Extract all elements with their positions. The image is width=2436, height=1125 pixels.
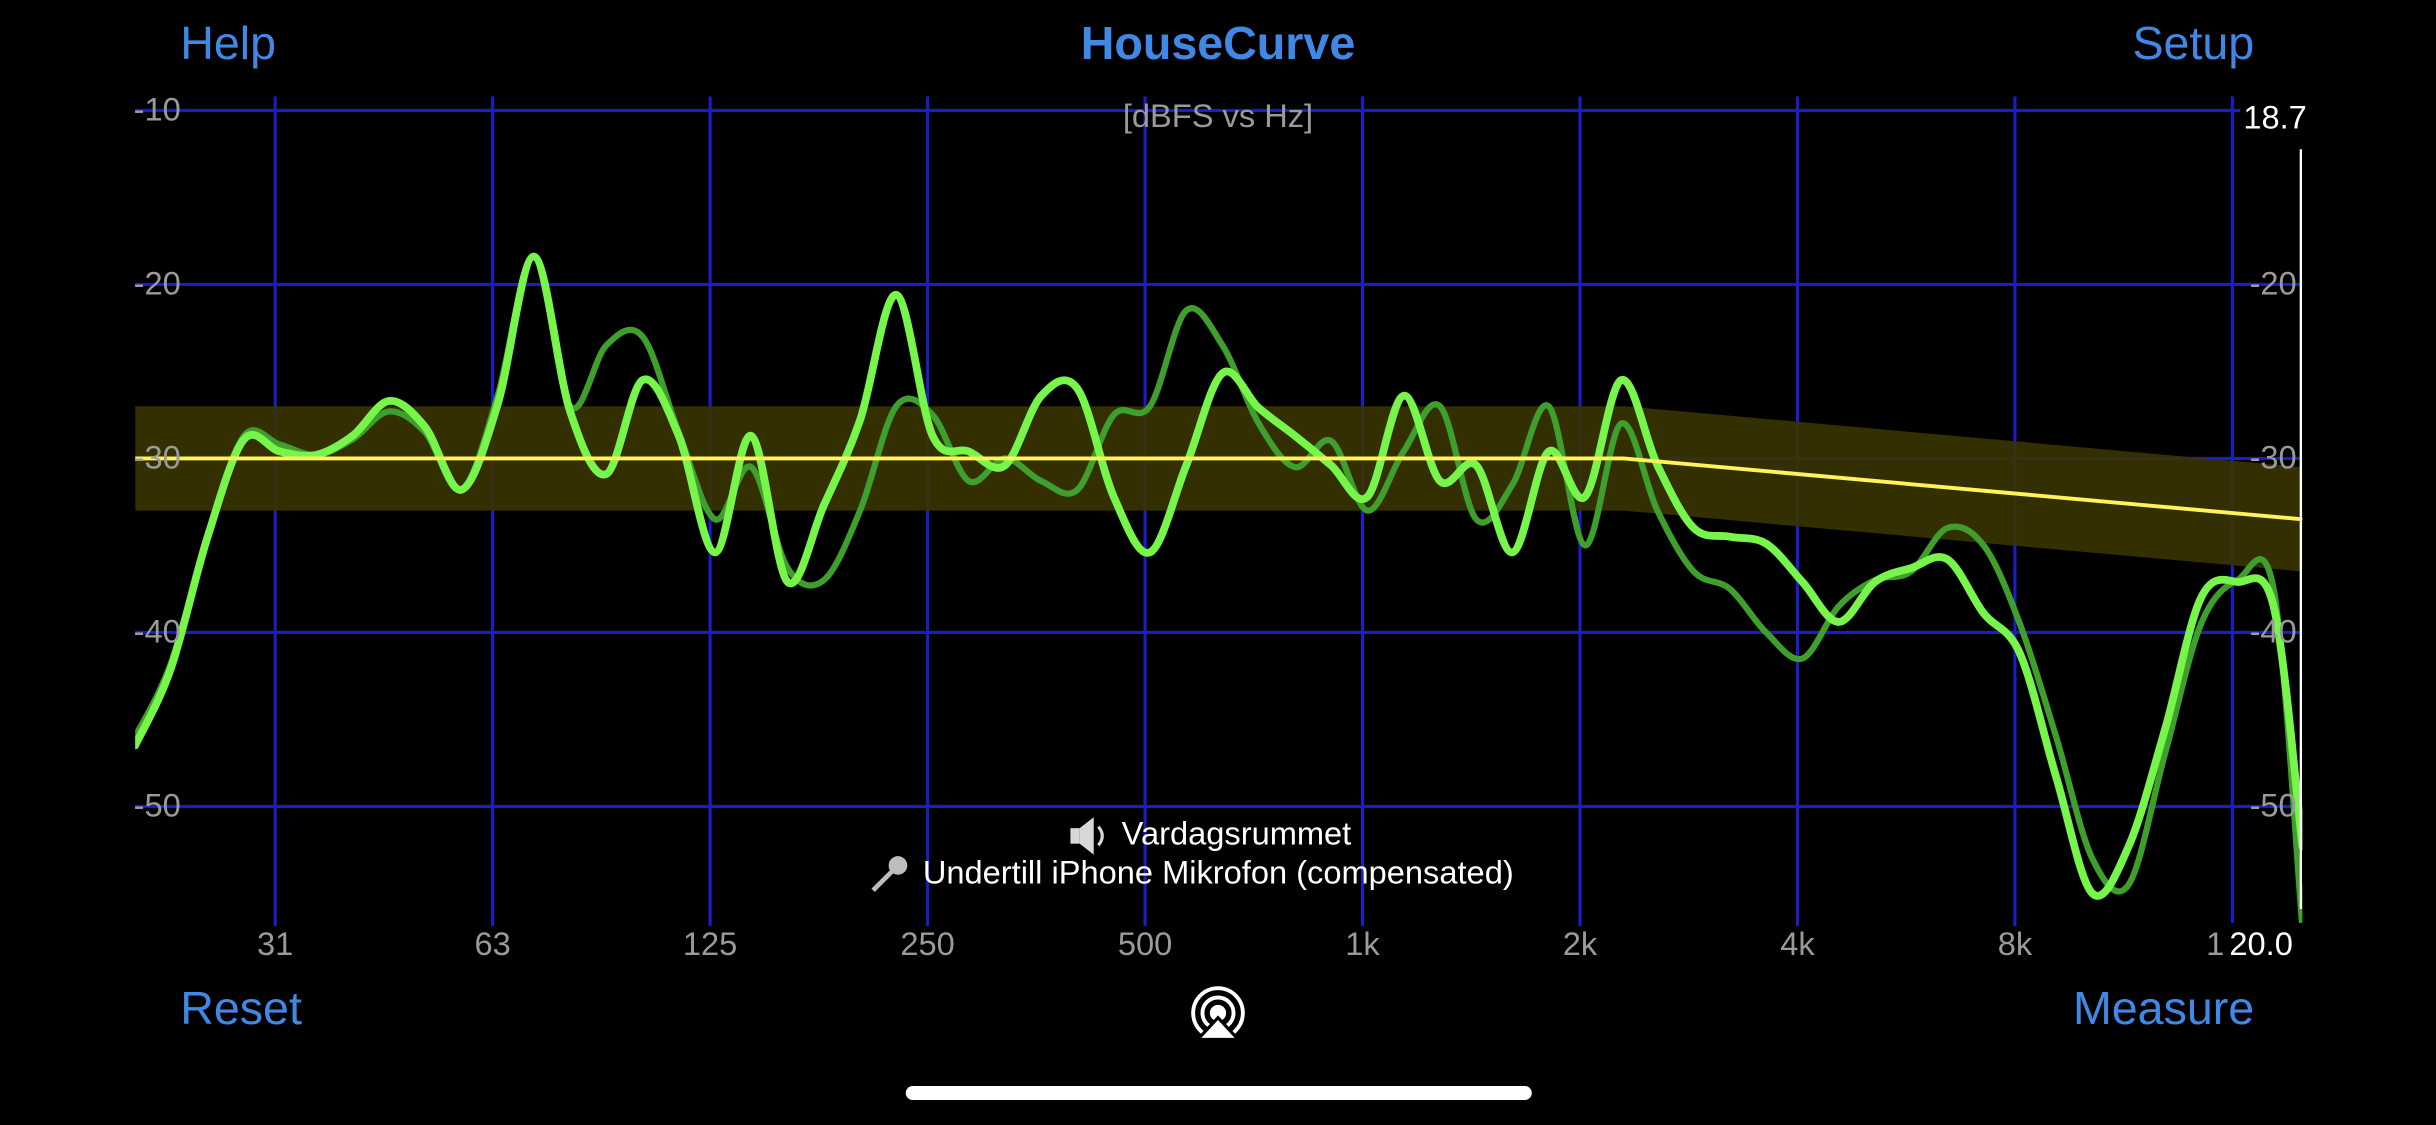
speaker-icon	[1070, 817, 1104, 855]
x-tick-label: 125	[683, 925, 737, 962]
help-button[interactable]: Help	[180, 17, 276, 69]
x-tick-label: 2k	[1563, 925, 1598, 962]
y2-tick-label: -20	[2250, 265, 2297, 302]
y-tick-label: -10	[134, 91, 181, 128]
home-indicator	[905, 1086, 1532, 1101]
microphone-label: Undertill iPhone Mikrofon (compensated)	[923, 853, 1514, 890]
x-tick-label: 63	[475, 925, 511, 962]
readout-top: 18.7	[2243, 98, 2306, 135]
y-tick-label: -50	[134, 787, 181, 824]
chart-subtitle: [dBFS vs Hz]	[1123, 97, 1313, 134]
y-tick-label: -20	[134, 265, 181, 302]
y2-tick-label: -30	[2250, 439, 2297, 476]
x-tick-label: 1k	[1345, 925, 1380, 962]
x-tick-label: 500	[1118, 925, 1172, 962]
y2-tick-label: -50	[2250, 787, 2297, 824]
reset-button[interactable]: Reset	[180, 982, 302, 1034]
measurement-line	[135, 252, 2303, 900]
app-title: HouseCurve	[1081, 17, 1355, 69]
plot-area	[135, 252, 2303, 932]
speaker-label: Vardagsrummet	[1122, 815, 1352, 852]
x-tick-label: 4k	[1780, 925, 1815, 962]
measure-button[interactable]: Measure	[2073, 982, 2254, 1034]
x-tick-label: 31	[257, 925, 293, 962]
target-band	[135, 406, 2303, 572]
target-line	[135, 456, 2303, 522]
readout-background	[2240, 96, 2303, 140]
y-tick-label: -40	[134, 613, 181, 650]
readout-bottom: 20.0	[2229, 925, 2292, 962]
setup-button[interactable]: Setup	[2132, 17, 2254, 69]
x-tick-label: 8k	[1998, 925, 2033, 962]
x-tick-label: 250	[900, 925, 954, 962]
axis-labels: -10-10-20-20-30-30-40-40-50-503163125250…	[134, 91, 2307, 967]
y-tick-label: -30	[134, 439, 181, 476]
readout-background	[2224, 922, 2303, 967]
airplay-button[interactable]	[1191, 986, 1245, 1041]
y2-tick-label: -40	[2250, 613, 2297, 650]
microphone-icon	[871, 856, 908, 892]
